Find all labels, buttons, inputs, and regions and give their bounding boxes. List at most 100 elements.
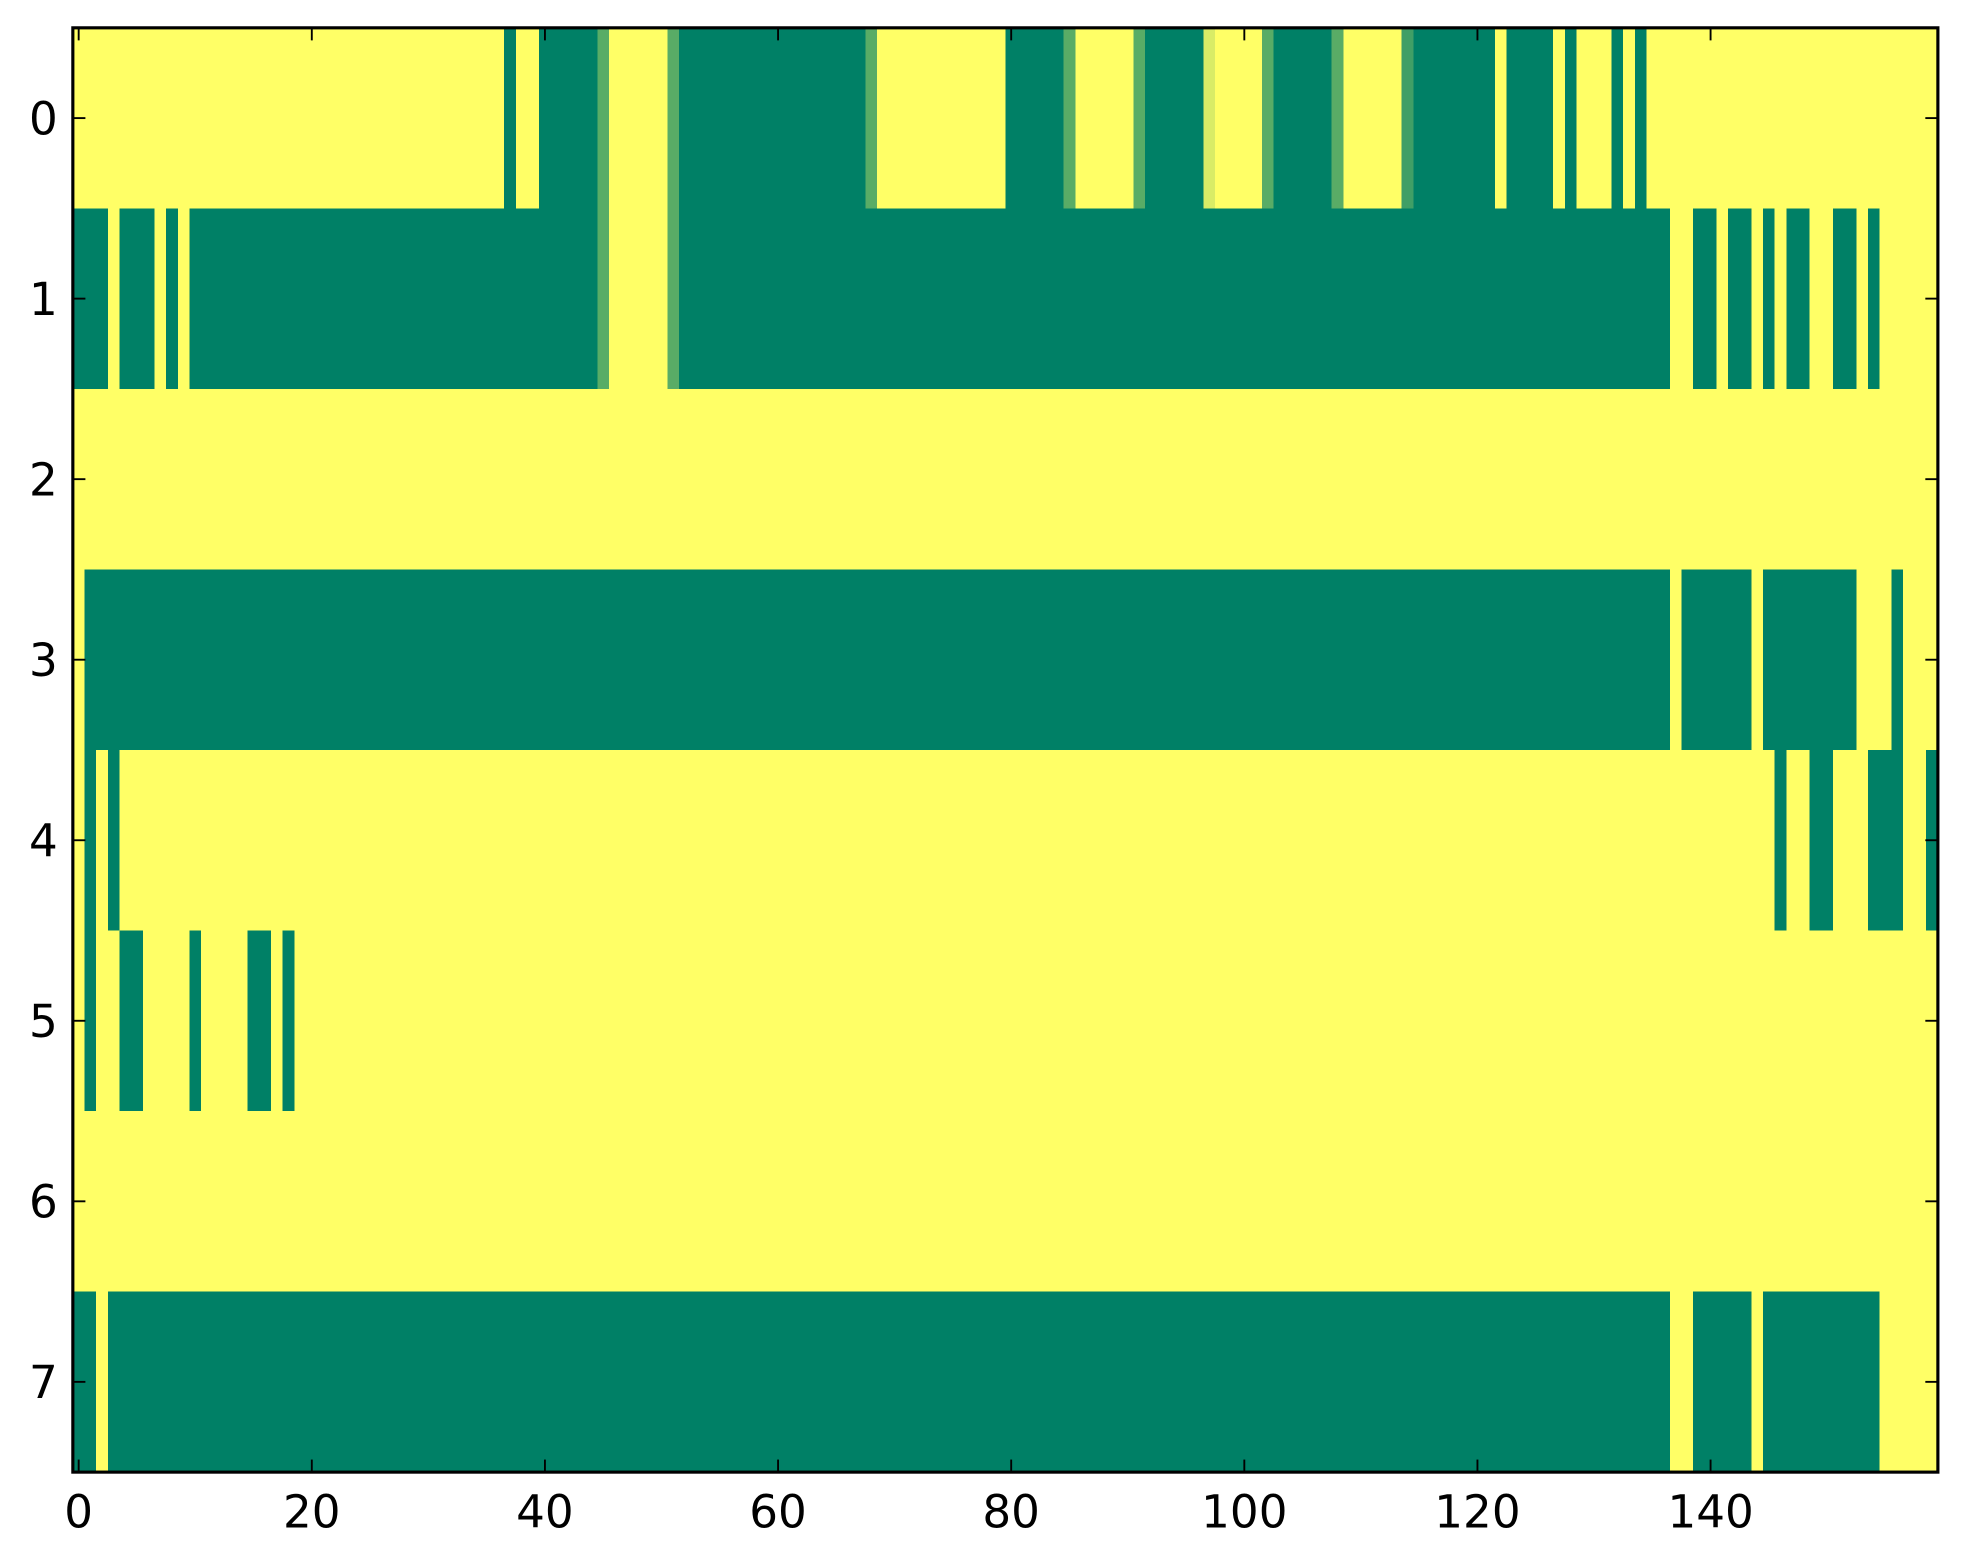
heatmap-cell (1366, 1111, 1380, 1293)
heatmap-cell (1285, 749, 1298, 932)
heatmap-cell (142, 1111, 156, 1293)
heatmap-cell (119, 1111, 132, 1293)
heatmap-cell (539, 749, 552, 932)
heatmap-cell (702, 930, 715, 1112)
heatmap-cell (1017, 1111, 1030, 1293)
heatmap-cell (364, 930, 377, 1112)
heatmap-cell (1716, 27, 1729, 210)
heatmap-cell (1133, 1111, 1146, 1293)
heatmap-cell (1774, 749, 1788, 932)
heatmap-cell (201, 1291, 214, 1473)
heatmap-cell (760, 388, 773, 571)
heatmap-cell (748, 27, 762, 210)
heatmap-cell (1063, 208, 1077, 390)
heatmap-cell (1401, 388, 1415, 571)
heatmap-cell (748, 1111, 762, 1293)
heatmap-cell (1459, 749, 1473, 932)
heatmap-cell (725, 930, 739, 1112)
heatmap-cell (201, 930, 214, 1112)
heatmap-cell (632, 930, 645, 1112)
heatmap-cell (1494, 749, 1508, 932)
heatmap-cell (1168, 569, 1181, 751)
heatmap-cell (772, 1111, 785, 1293)
heatmap-cell (1051, 749, 1065, 932)
heatmap-cell (305, 1111, 319, 1293)
heatmap-cell (1518, 1111, 1531, 1293)
heatmap-cell (1098, 208, 1112, 390)
heatmap-cell (1424, 569, 1438, 751)
heatmap-cell (1611, 27, 1624, 210)
heatmap-cell (865, 27, 878, 210)
heatmap-cell (166, 749, 179, 932)
heatmap-cell (1529, 388, 1543, 571)
heatmap-cell (1343, 1111, 1356, 1293)
heatmap-cell (713, 27, 727, 210)
heatmap-cell (713, 388, 727, 571)
heatmap-cell (1424, 27, 1438, 210)
heatmap-cell (457, 208, 470, 390)
heatmap-cell (725, 388, 739, 571)
heatmap-cell (585, 749, 599, 932)
heatmap-cell (1331, 930, 1345, 1112)
heatmap-cell (1436, 388, 1450, 571)
heatmap-cell (1238, 1291, 1251, 1473)
heatmap-cell (562, 1111, 575, 1293)
heatmap-cell (877, 388, 890, 571)
heatmap-cell (1494, 1291, 1508, 1473)
heatmap-cell (119, 27, 132, 210)
heatmap-cell (107, 569, 121, 751)
heatmap-cell (294, 749, 307, 932)
heatmap-cell (574, 1111, 587, 1293)
heatmap-cell (1296, 1111, 1310, 1293)
heatmap-cell (1599, 208, 1613, 390)
heatmap-cell (1529, 1111, 1543, 1293)
heatmap-cell (935, 930, 948, 1112)
heatmap-cell (982, 27, 995, 210)
heatmap-cell (620, 27, 634, 210)
heatmap-cell (131, 930, 144, 1112)
heatmap-cell (119, 569, 132, 751)
heatmap-cell (678, 1291, 692, 1473)
heatmap-cell (1506, 27, 1520, 210)
heatmap-cell (1168, 749, 1181, 932)
heatmap-cell (1296, 569, 1310, 751)
heatmap-cell (527, 388, 540, 571)
heatmap-cell (1168, 27, 1181, 210)
heatmap-cell (655, 569, 669, 751)
heatmap-cell (760, 1291, 773, 1473)
heatmap-cell (620, 749, 634, 932)
heatmap-cell (399, 208, 412, 390)
heatmap-cell (1261, 388, 1275, 571)
heatmap-cell (1541, 27, 1554, 210)
heatmap-cell (842, 930, 855, 1112)
heatmap-cell (1168, 930, 1181, 1112)
heatmap-cell (340, 749, 354, 932)
heatmap-cell (1343, 569, 1356, 751)
heatmap-cell (1168, 388, 1181, 571)
heatmap-cell (282, 569, 296, 751)
heatmap-cell (1191, 930, 1205, 1112)
heatmap-cell (1005, 27, 1018, 210)
heatmap-cell (1308, 1111, 1321, 1293)
heatmap-cell (201, 208, 214, 390)
heatmap-cell (1063, 569, 1077, 751)
heatmap-cell (982, 388, 995, 571)
heatmap-cell (1226, 1291, 1240, 1473)
heatmap-cell (259, 930, 272, 1112)
heatmap-cell (1261, 749, 1275, 932)
heatmap-cell (1378, 1291, 1391, 1473)
heatmap-cell (1180, 208, 1193, 390)
heatmap-cell (1798, 388, 1811, 571)
heatmap-cell (527, 569, 540, 751)
heatmap-cell (131, 749, 144, 932)
heatmap-cell (504, 930, 517, 1112)
heatmap-cell (107, 1111, 121, 1293)
heatmap-cell (1506, 569, 1520, 751)
heatmap-cell (1599, 569, 1613, 751)
heatmap-cell (387, 749, 400, 932)
heatmap-cell (550, 388, 564, 571)
heatmap-cell (1133, 208, 1146, 390)
heatmap-cell (1611, 388, 1624, 571)
heatmap-cell (305, 1291, 319, 1473)
heatmap-cell (480, 1111, 494, 1293)
